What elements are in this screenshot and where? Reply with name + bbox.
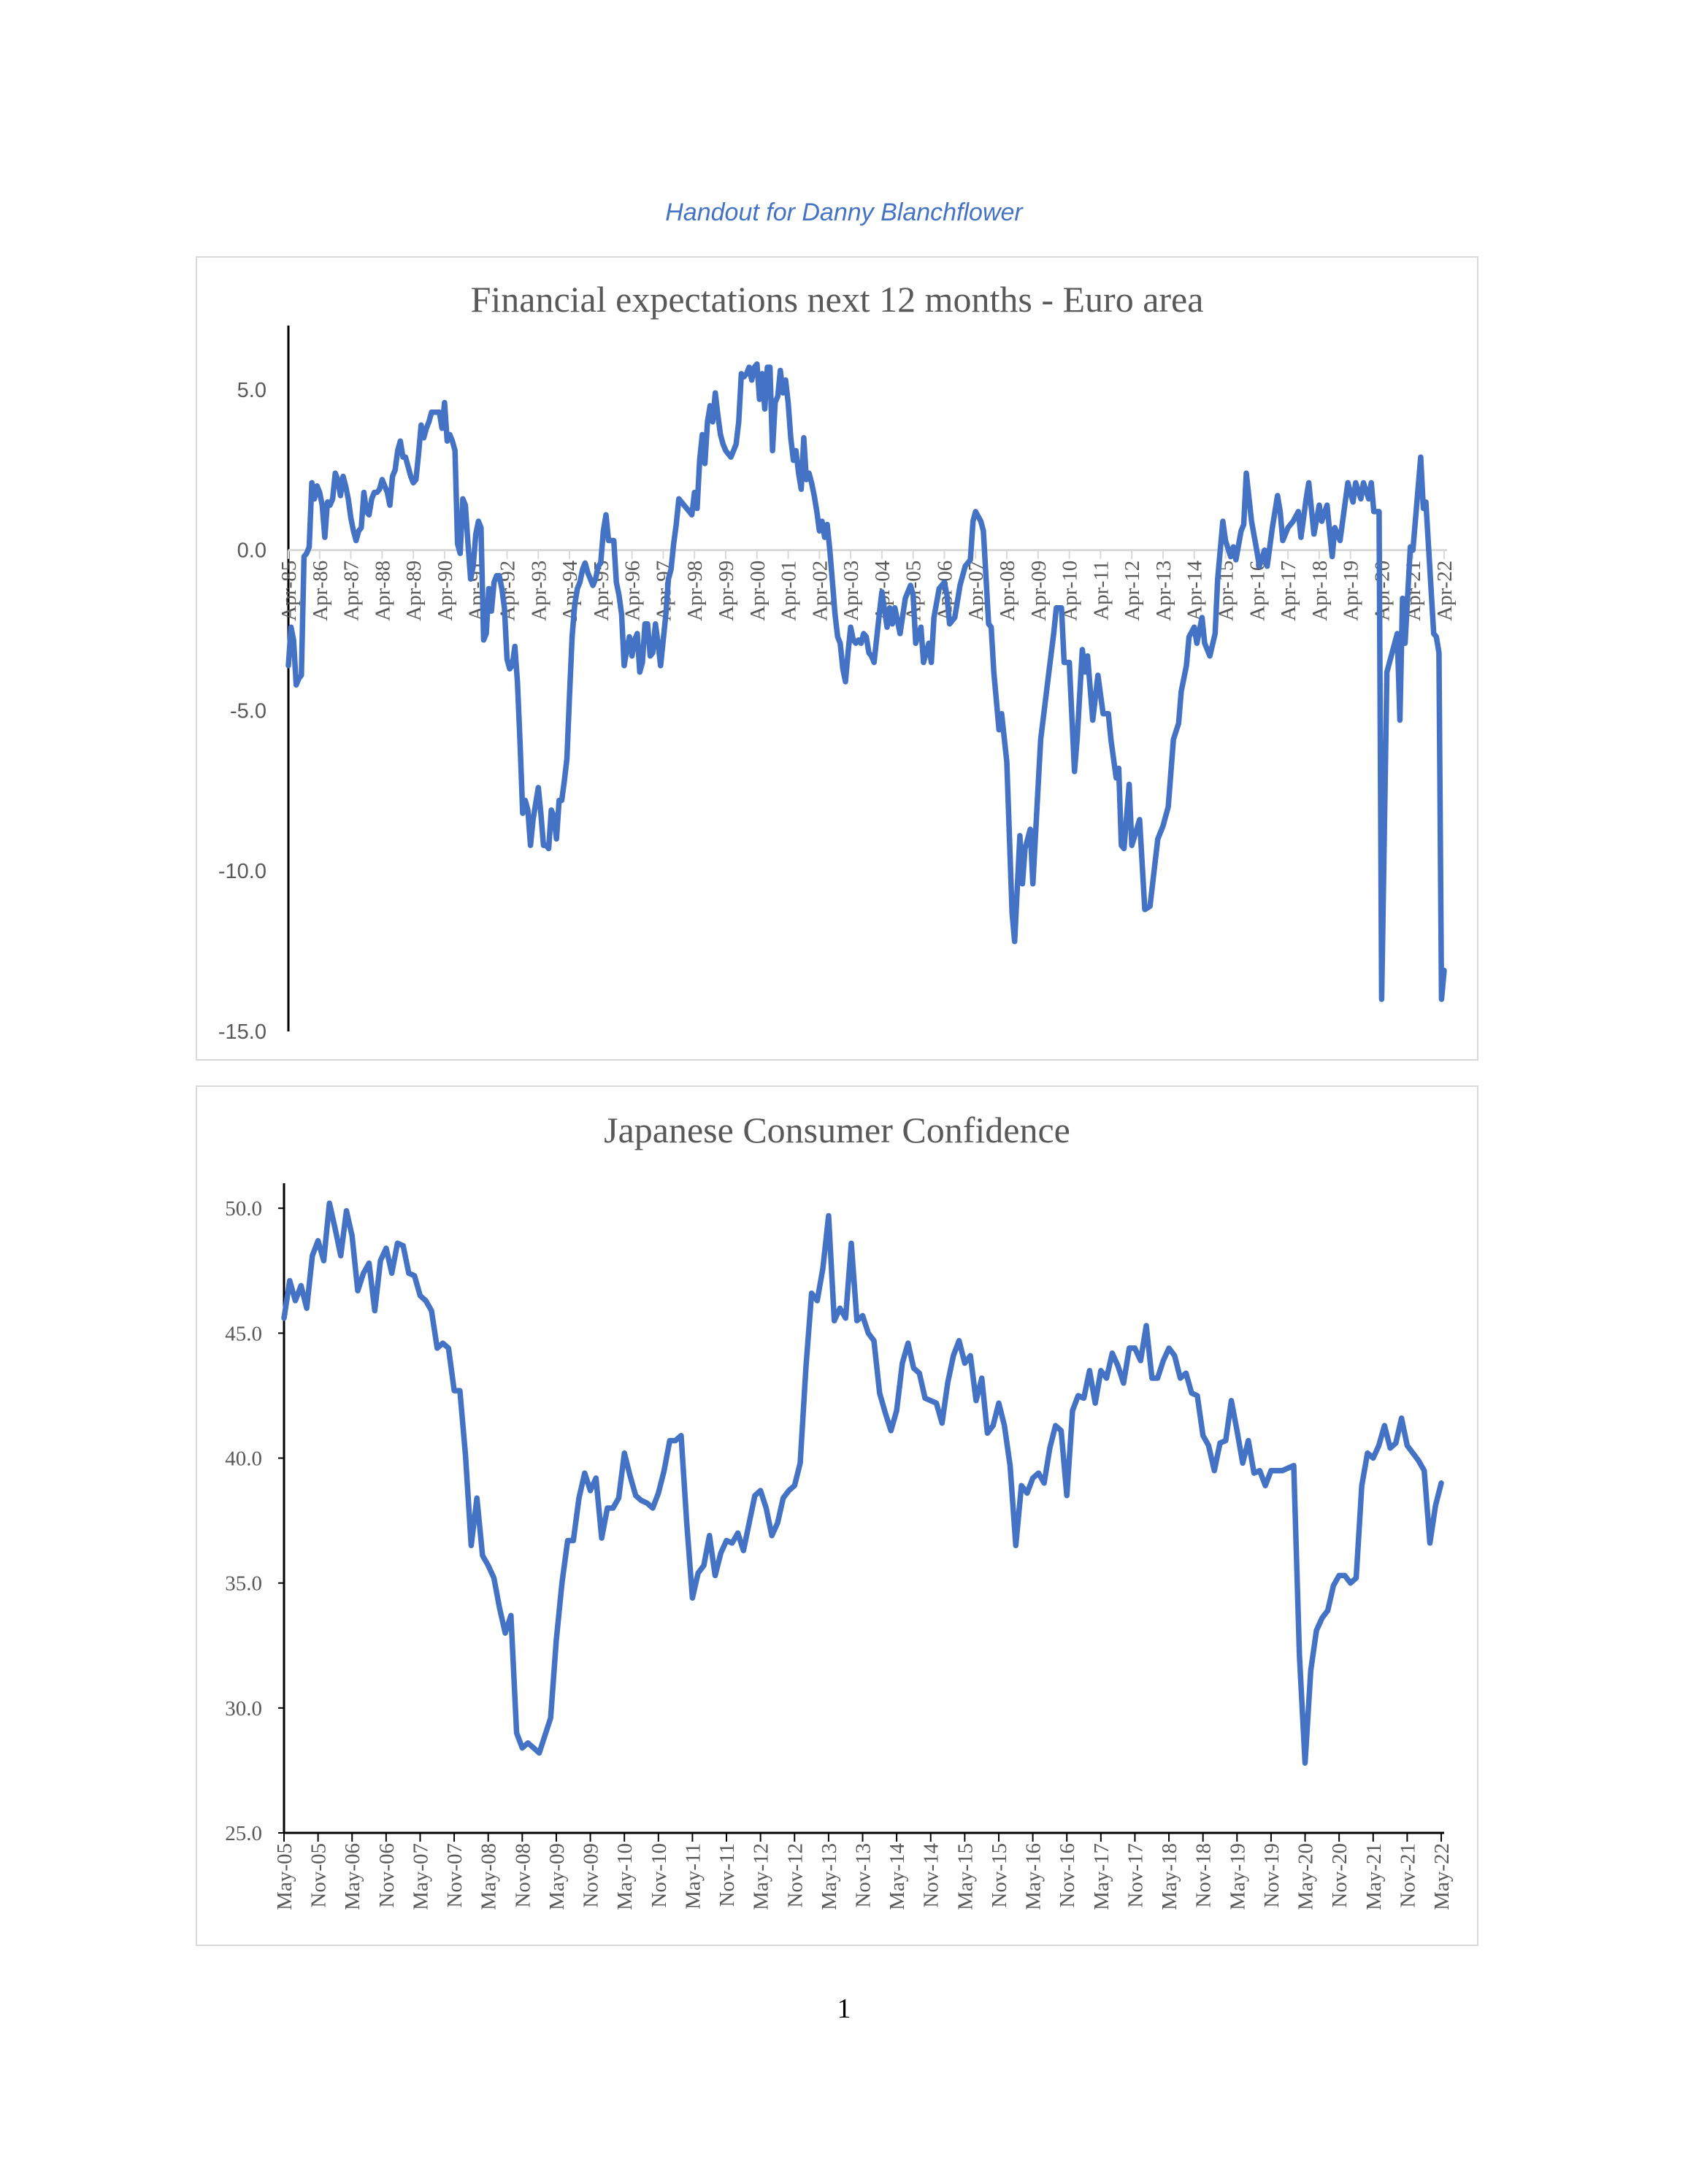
x-tick-label: Apr-14 — [1183, 560, 1207, 621]
x-tick-label: Nov-08 — [511, 1843, 534, 1908]
x-tick-label: Apr-88 — [371, 561, 394, 621]
y-tick-label: 50.0 — [225, 1197, 262, 1220]
series-line — [281, 1200, 1444, 1766]
y-tick-label: 45.0 — [225, 1322, 262, 1345]
x-tick-label: Nov-09 — [580, 1843, 603, 1908]
x-tick-label: Apr-12 — [1121, 561, 1144, 621]
x-tick-label: Nov-12 — [783, 1843, 807, 1908]
x-tick-label: Apr-09 — [1027, 561, 1051, 621]
x-tick-label: May-17 — [1090, 1843, 1113, 1910]
chart-title: Japanese Consumer Confidence — [604, 1110, 1070, 1150]
x-tick-label: Apr-87 — [340, 561, 364, 621]
y-tick-label: 5.0 — [237, 379, 266, 402]
y-tick-label: 0.0 — [237, 539, 266, 563]
x-tick-label: Apr-11 — [1089, 561, 1113, 620]
x-tick-label: Nov-17 — [1124, 1843, 1147, 1908]
chart-1-plot-area: 50.0 45.0 40.0 35.0 30.0 25.0 May-05 Nov-05 May-… — [225, 1183, 1454, 1910]
chart-financial-expectations: Financial expectations next 12 months - … — [196, 256, 1478, 1061]
x-tick-label: Apr-00 — [746, 561, 770, 621]
x-tick-label: Apr-89 — [402, 561, 426, 621]
x-tick-label: Apr-02 — [808, 561, 832, 621]
x-tick-label: May-11 — [681, 1843, 705, 1910]
x-tick-label: Apr-93 — [527, 561, 550, 621]
x-tick-label: Apr-90 — [434, 561, 457, 621]
chart-0-plot-area: 5.0 0.0 -5.0 -10.0 -15.0 Apr-85 Apr-86 Apr-87 Ap… — [218, 326, 1457, 1044]
x-tick-label: Nov-20 — [1328, 1843, 1351, 1908]
x-tick-label: Apr-08 — [996, 561, 1019, 621]
y-tick-label: 30.0 — [225, 1697, 262, 1720]
x-tick-label: Apr-98 — [683, 561, 707, 621]
x-tick-label: Apr-17 — [1277, 561, 1300, 621]
chart-japanese-consumer-confidence: Japanese Consumer Confidence — [196, 1085, 1478, 1946]
x-tick-label: May-05 — [273, 1843, 296, 1910]
y-tick-label: 40.0 — [225, 1447, 262, 1471]
x-tick-label: Apr-96 — [621, 561, 645, 621]
x-tick-label: Nov-13 — [852, 1843, 875, 1908]
x-tick-label: Apr-19 — [1340, 561, 1363, 621]
x-tick-label: May-07 — [409, 1843, 432, 1910]
x-tick-label: Apr-13 — [1152, 561, 1175, 621]
x-tick-label: May-21 — [1362, 1843, 1386, 1910]
x-tick-label: Nov-11 — [716, 1843, 739, 1907]
x-tick-label: Apr-18 — [1308, 561, 1332, 621]
x-tick-label: Nov-07 — [443, 1843, 467, 1908]
x-tick-label: May-12 — [750, 1843, 773, 1910]
x-tick-label: Apr-16 — [1246, 561, 1269, 621]
x-tick-label: Nov-05 — [307, 1843, 331, 1908]
x-tick-label: Apr-22 — [1433, 561, 1457, 621]
x-tick-label: Nov-16 — [1056, 1843, 1079, 1908]
x-tick-label: May-10 — [613, 1843, 637, 1910]
x-tick-label: May-20 — [1294, 1843, 1318, 1910]
x-tick-label: Nov-06 — [375, 1843, 399, 1908]
x-tick-label: Nov-15 — [988, 1843, 1011, 1908]
x-tick-label: Apr-86 — [309, 561, 332, 621]
x-tick-label: May-08 — [477, 1843, 501, 1910]
y-tick-label: 25.0 — [225, 1822, 262, 1845]
x-tick-label: Apr-01 — [778, 561, 801, 621]
y-tick-label: 35.0 — [225, 1572, 262, 1596]
x-tick-label: May-22 — [1430, 1843, 1454, 1910]
x-tick-label: May-14 — [886, 1843, 909, 1910]
y-tick-label: -5.0 — [230, 699, 266, 723]
x-tick-label: May-06 — [341, 1843, 364, 1910]
page-number: 1 — [837, 1993, 851, 2024]
x-tick-label: Nov-10 — [648, 1843, 671, 1908]
x-tick-label: Nov-14 — [920, 1843, 943, 1908]
x-tick-label: May-19 — [1226, 1843, 1249, 1910]
x-tick-label: Nov-21 — [1396, 1843, 1419, 1908]
y-tick-label: -10.0 — [218, 860, 266, 883]
x-tick-label: May-16 — [1022, 1843, 1046, 1910]
x-tick-label: Apr-85 — [277, 561, 301, 621]
document-header: Handout for Danny Blanchflower — [665, 199, 1023, 226]
x-tick-label: Nov-18 — [1192, 1843, 1216, 1908]
x-tick-label: May-15 — [954, 1843, 977, 1910]
chart-title: Financial expectations next 12 months - … — [470, 279, 1204, 320]
series-line — [285, 361, 1447, 1002]
x-tick-label: Apr-20 — [1370, 561, 1394, 621]
x-tick-label: Apr-03 — [840, 561, 863, 621]
y-tick-label: -15.0 — [218, 1020, 266, 1044]
x-tick-label: May-18 — [1158, 1843, 1181, 1910]
x-tick-label: Apr-95 — [590, 561, 613, 621]
x-tick-label: May-09 — [545, 1843, 569, 1910]
x-tick-label: Apr-99 — [715, 561, 738, 621]
x-tick-label: Nov-19 — [1260, 1843, 1284, 1908]
x-tick-label: May-13 — [818, 1843, 841, 1910]
